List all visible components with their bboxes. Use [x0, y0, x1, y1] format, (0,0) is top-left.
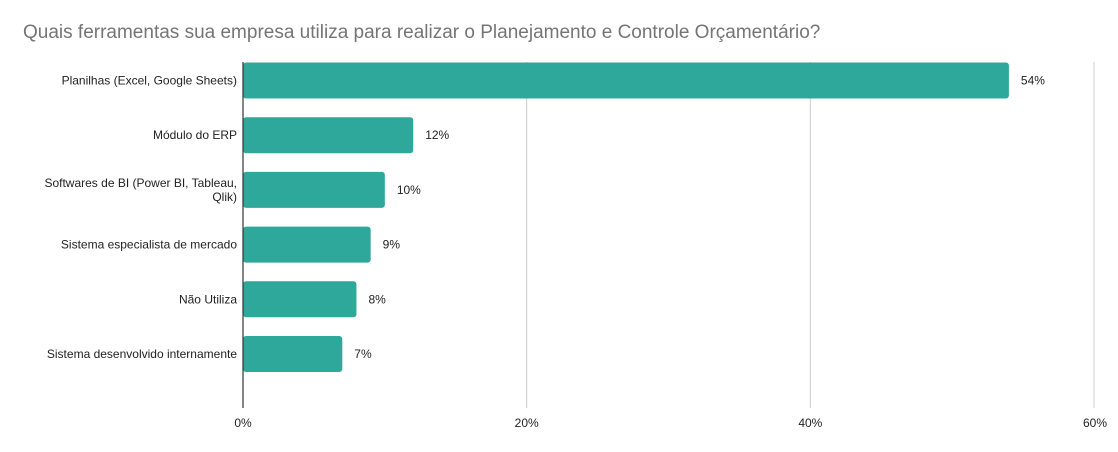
data-labels: 54% 12% 10% 9% 8% 7%: [354, 74, 1045, 362]
bar: [243, 226, 371, 263]
data-label: 54%: [1021, 74, 1045, 88]
category-label: Módulo do ERP: [153, 128, 237, 142]
bar: [243, 281, 357, 318]
category-labels: Planilhas (Excel, Google Sheets) Módulo d…: [44, 74, 237, 362]
bar: [243, 171, 385, 208]
x-tick-label: 0%: [234, 416, 252, 430]
bar: [243, 336, 343, 372]
x-tick-label: 40%: [798, 416, 822, 430]
x-tick-label: 60%: [1083, 416, 1107, 430]
x-tick-labels: 0% 20% 40% 60%: [234, 416, 1107, 430]
bar: [243, 117, 414, 154]
category-label: Sistema desenvolvido internamente: [47, 347, 237, 361]
chart-title: Quais ferramentas sua empresa utiliza pa…: [23, 22, 821, 43]
data-label: 10%: [397, 183, 421, 197]
x-tick-label: 20%: [515, 416, 539, 430]
category-label: Não Utiliza: [179, 292, 237, 306]
bar: [243, 62, 1009, 99]
data-label: 8%: [368, 292, 386, 306]
bars: [243, 62, 1009, 372]
data-label: 12%: [425, 128, 449, 142]
category-label: Planilhas (Excel, Google Sheets): [62, 74, 237, 88]
data-label: 9%: [383, 238, 401, 252]
category-label: Softwares de BI (Power BI, Tableau, Qlik): [44, 176, 237, 204]
category-label: Sistema especialista de mercado: [61, 238, 237, 252]
grid-lines: [526, 62, 1095, 408]
data-label: 7%: [354, 347, 372, 361]
